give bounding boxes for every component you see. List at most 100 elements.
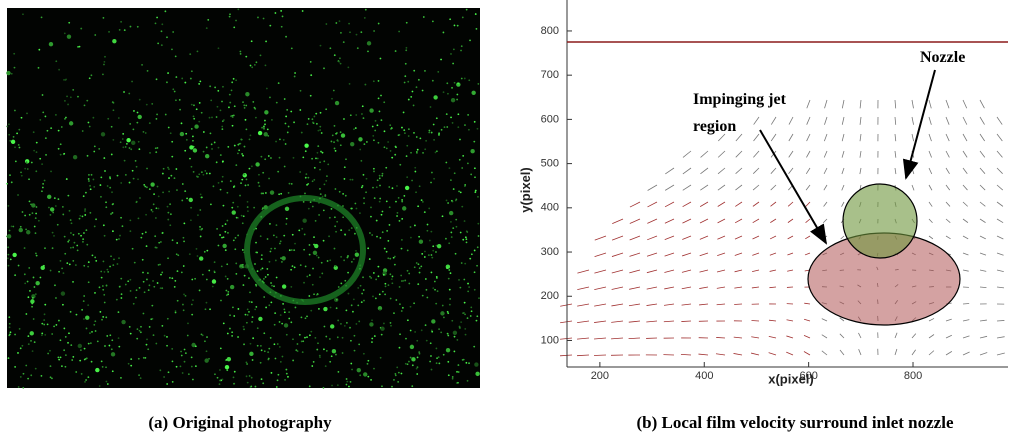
speckle — [340, 323, 342, 325]
speckle — [39, 158, 41, 160]
speckle — [476, 315, 478, 317]
speckle — [220, 300, 222, 302]
speckle — [101, 361, 103, 363]
velocity-vector — [699, 287, 708, 289]
speckle — [292, 360, 294, 362]
speckle — [210, 203, 212, 205]
speckle — [468, 362, 470, 364]
speckle — [170, 132, 172, 134]
speckle — [69, 210, 71, 212]
speckle — [105, 366, 107, 368]
speckle — [192, 379, 194, 381]
speckle — [279, 157, 281, 159]
speckle — [437, 290, 439, 292]
speckle — [277, 379, 279, 381]
speckle — [338, 61, 340, 63]
velocity-vector — [842, 134, 844, 141]
speckle — [329, 259, 331, 261]
speckle — [267, 135, 269, 137]
speckle — [125, 174, 127, 176]
speckle — [313, 236, 315, 238]
speckle — [95, 218, 97, 220]
velocity-vector — [595, 253, 606, 257]
speckle — [371, 234, 373, 236]
speckle — [79, 46, 81, 48]
velocity-vector — [700, 236, 708, 239]
speckle — [83, 195, 85, 197]
speckle — [170, 213, 172, 215]
speckle — [7, 205, 9, 207]
speckle — [214, 271, 216, 273]
speckle — [208, 358, 210, 360]
speckle — [227, 333, 229, 335]
speckle — [325, 180, 327, 182]
speckle — [323, 160, 325, 162]
speckle — [403, 129, 405, 131]
speckle — [268, 348, 270, 350]
speckle — [144, 291, 146, 293]
speckle — [419, 240, 423, 244]
speckle — [50, 365, 52, 367]
speckle — [402, 307, 404, 309]
speckle — [450, 272, 452, 274]
speckle — [433, 178, 435, 180]
velocity-vector — [997, 117, 1002, 125]
velocity-vector — [895, 134, 896, 141]
speckle — [70, 247, 72, 249]
velocity-vector — [963, 219, 968, 223]
speckle — [358, 343, 360, 345]
speckle — [307, 177, 309, 179]
speckle — [72, 281, 74, 283]
speckle — [104, 61, 106, 63]
speckle — [304, 143, 308, 147]
speckle — [370, 379, 372, 381]
speckle — [277, 343, 279, 345]
speckle — [268, 358, 270, 360]
speckle — [243, 343, 245, 345]
speckle — [230, 285, 234, 289]
speckle — [126, 143, 128, 145]
speckle — [407, 270, 409, 272]
speckle — [119, 286, 121, 288]
speckle — [203, 174, 205, 176]
speckle — [117, 175, 119, 177]
speckle — [137, 178, 139, 180]
velocity-vector — [980, 185, 985, 190]
speckle — [212, 286, 214, 288]
speckle — [335, 265, 337, 267]
velocity-vector — [665, 168, 674, 174]
speckle — [182, 372, 184, 374]
speckle — [78, 344, 82, 348]
velocity-vector — [647, 304, 657, 306]
speckle — [82, 130, 84, 132]
speckle — [149, 326, 151, 328]
velocity-vector — [769, 336, 776, 338]
speckle — [165, 114, 167, 116]
velocity-vector — [840, 350, 844, 355]
speckle — [464, 185, 466, 187]
speckle — [329, 47, 331, 49]
speckle — [271, 119, 273, 121]
speckle — [252, 337, 254, 339]
velocity-vector — [718, 219, 725, 223]
speckle — [34, 341, 36, 343]
speckle — [274, 343, 276, 345]
speckle — [169, 224, 171, 226]
speckle — [392, 187, 394, 189]
velocity-vector — [980, 151, 985, 157]
speckle — [105, 201, 107, 203]
speckle — [476, 320, 478, 322]
speckle — [28, 178, 30, 180]
speckle — [337, 320, 339, 322]
speckle — [36, 151, 38, 153]
speckle — [401, 373, 403, 375]
speckle — [226, 220, 228, 222]
velocity-vector — [718, 168, 725, 174]
speckle — [264, 350, 266, 352]
speckle — [372, 126, 374, 128]
speckle — [453, 351, 455, 353]
speckle — [199, 226, 201, 228]
speckle — [335, 231, 337, 233]
velocity-vector — [717, 253, 725, 256]
speckle — [151, 209, 153, 211]
